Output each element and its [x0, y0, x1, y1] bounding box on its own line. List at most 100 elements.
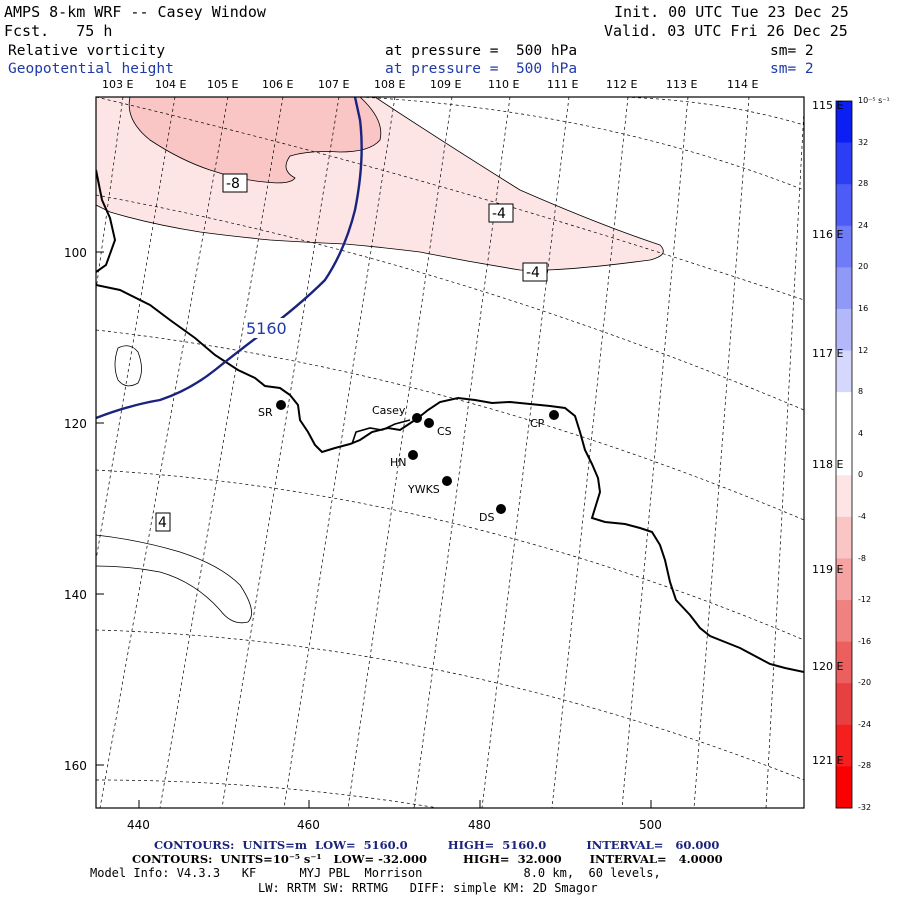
vorticity-label: -8 — [226, 176, 240, 192]
colorbar-segment — [836, 433, 852, 476]
footer-height-contours: CONTOURS: UNITS=m LOW= 5160.0 HIGH= 5160… — [154, 838, 720, 852]
colorbar-segment — [836, 267, 852, 310]
station-label-ds: DS — [479, 511, 495, 524]
vorticity-label: -4 — [492, 206, 506, 222]
colorbar-unit: 10⁻⁵ s⁻¹ — [858, 96, 890, 105]
lon-label-top: 111 E — [547, 78, 579, 91]
colorbar-segment — [836, 766, 852, 809]
colorbar-segment — [836, 350, 852, 393]
lon-label-top: 109 E — [430, 78, 462, 91]
lon-label-top: 114 E — [727, 78, 759, 91]
colorbar-segment — [836, 724, 852, 767]
lon-label-right: 121 E — [812, 754, 844, 767]
footer-physics: LW: RRTM SW: RRTMG DIFF: simple KM: 2D S… — [258, 881, 598, 895]
lon-label-top: 106 E — [262, 78, 294, 91]
footer-vorticity-contours: CONTOURS: UNITS=10⁻⁵ s⁻¹ LOW= -32.000 HI… — [132, 852, 723, 866]
vorticity-contour-small — [114, 345, 142, 387]
colorbar-tick-label: 8 — [858, 387, 864, 397]
colorbar-tick-label: -20 — [858, 678, 872, 688]
colorbar-tick-label: 0 — [858, 470, 864, 480]
lon-label-top: 108 E — [374, 78, 406, 91]
station-label-sr: SR — [258, 406, 273, 419]
colorbar-segment — [836, 184, 852, 227]
coastline-bay — [351, 419, 411, 445]
station-label-casey: Casey — [372, 404, 406, 417]
lon-label-top: 113 E — [666, 78, 698, 91]
colorbar-tick-label: 24 — [858, 220, 869, 230]
plot-frame — [95, 96, 805, 809]
station-markers — [276, 400, 559, 514]
lon-label-top: 104 E — [155, 78, 187, 91]
colorbar-segment — [836, 683, 852, 726]
coastline — [96, 169, 804, 673]
colorbar-tick-label: -24 — [858, 719, 872, 729]
station-label-ywks: YWKS — [408, 483, 440, 496]
colorbar-tick-label: -12 — [858, 595, 872, 605]
lon-label-right: 118 E — [812, 458, 844, 471]
footer-model-info: Model Info: V4.3.3 KF MYJ PBL Morrison 8… — [90, 866, 661, 880]
colorbar — [835, 100, 853, 809]
lon-label-right: 119 E — [812, 563, 844, 576]
vorticity-label: 4 — [158, 515, 167, 531]
field1-pressure: at pressure = 500 hPa — [385, 43, 578, 59]
colorbar-tick-label: -32 — [858, 803, 872, 812]
x-tick-label: 460 — [297, 818, 320, 832]
colorbar-segment — [836, 516, 852, 559]
x-tick-label: 440 — [127, 818, 150, 832]
lon-label-top: 112 E — [606, 78, 638, 91]
field2-name: Geopotential height — [8, 61, 174, 77]
lon-label-right: 120 E — [812, 660, 844, 673]
vorticity-contour-positive — [96, 534, 252, 624]
height-contour-label: 5160 — [246, 319, 287, 338]
lon-label-right: 117 E — [812, 347, 844, 360]
colorbar-frame — [835, 100, 853, 809]
lon-label-top: 110 E — [488, 78, 520, 91]
latitude-lines — [96, 97, 804, 808]
map-title: AMPS 8-km WRF -- Casey Window — [4, 3, 266, 21]
init-time: Init. 00 UTC Tue 23 Dec 25 — [614, 3, 849, 21]
axis-ticks — [96, 251, 652, 808]
lon-label-right: 115 E — [812, 99, 844, 112]
colorbar-segment — [836, 101, 852, 144]
field2-pressure: at pressure = 500 hPa — [385, 61, 578, 77]
colorbar-segment — [836, 475, 852, 518]
x-tick-label: 500 — [639, 818, 662, 832]
colorbar-tick-label: -8 — [858, 553, 866, 563]
vorticity-shade-medium — [128, 97, 382, 184]
longitude-lines — [96, 97, 804, 808]
station-label-hn: HN — [390, 456, 407, 469]
field1-smooth: sm= 2 — [770, 43, 814, 59]
colorbar-segment — [836, 308, 852, 352]
colorbar-tick-label: -16 — [858, 636, 872, 646]
colorbar-tick-label: 16 — [858, 303, 869, 313]
colorbar-segment — [836, 641, 852, 684]
colorbar-segment — [836, 142, 852, 185]
lon-label-right: 116 E — [812, 228, 844, 241]
y-tick-label: 160 — [64, 759, 87, 773]
colorbar-segment — [836, 225, 852, 268]
y-tick-label: 140 — [64, 588, 87, 602]
valid-time: Valid. 03 UTC Fri 26 Dec 25 — [604, 22, 848, 40]
colorbar-tick-label: 4 — [858, 428, 864, 438]
colorbar-tick-label: 28 — [858, 179, 869, 189]
y-tick-label: 100 — [64, 246, 87, 260]
colorbar-segment — [836, 558, 852, 601]
lon-label-top: 105 E — [207, 78, 239, 91]
colorbar-tick-label: 12 — [858, 345, 869, 355]
lon-label-top: 107 E — [318, 78, 350, 91]
y-tick-label: 120 — [64, 417, 87, 431]
forecast-hour: Fcst. 75 h — [4, 22, 113, 40]
colorbar-segment — [836, 600, 852, 643]
x-tick-label: 480 — [468, 818, 491, 832]
colorbar-tick-label: -4 — [858, 511, 866, 521]
colorbar-segment — [836, 392, 852, 435]
station-label-cs: CS — [437, 425, 452, 438]
field1-name: Relative vorticity — [8, 43, 166, 59]
colorbar-tick-label: -28 — [858, 761, 872, 771]
field2-smooth: sm= 2 — [770, 61, 814, 77]
colorbar-tick-label: 20 — [858, 262, 869, 272]
station-label-cp: CP — [530, 417, 545, 430]
colorbar-tick-label: 32 — [858, 137, 869, 147]
lon-label-top: 103 E — [102, 78, 134, 91]
